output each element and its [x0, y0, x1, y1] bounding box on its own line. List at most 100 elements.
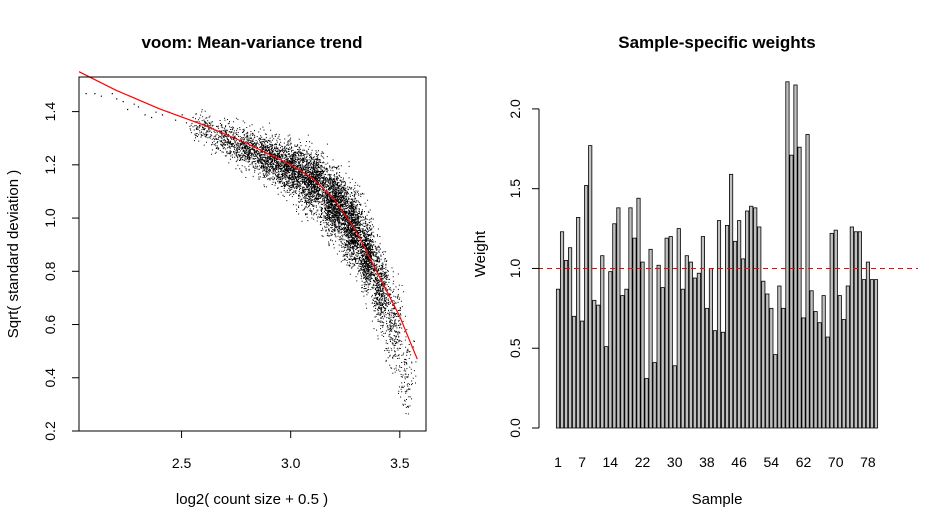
- weights-x-tick-label: 7: [578, 454, 586, 470]
- weight-bar: [644, 378, 649, 429]
- voom-x-tick-label: 3.5: [390, 455, 410, 471]
- weight-bar: [849, 226, 854, 429]
- voom-x-axis-label: log2( count size + 0.5 ): [176, 491, 328, 508]
- weights-title: Sample-specific weights: [618, 33, 815, 52]
- weight-bar: [817, 322, 822, 429]
- weight-bar: [555, 288, 561, 429]
- weight-bar: [660, 287, 665, 429]
- weights-y-tick-label: 0.0: [507, 418, 523, 438]
- voom-y-tick-label: 0.6: [42, 315, 58, 335]
- weights-y-tick-label: 1.0: [507, 259, 523, 279]
- weight-bar: [765, 293, 770, 429]
- weight-bar: [853, 231, 858, 429]
- voom-point-cloud: [85, 93, 417, 415]
- weights-x-axis: 1 7 14 22 30 38 46 54 62 70 78: [554, 454, 876, 470]
- weight-bar: [584, 185, 589, 429]
- voom-y-tick-label: 1.4: [42, 102, 58, 122]
- weights-x-tick-label: 70: [828, 454, 844, 470]
- voom-y-tick-label: 0.4: [42, 368, 58, 388]
- weight-bar: [600, 255, 605, 429]
- weight-bar: [753, 207, 758, 429]
- weight-bar: [821, 295, 826, 429]
- weight-bar: [608, 271, 613, 429]
- voom-trend-line: [78, 71, 418, 360]
- weight-bar: [656, 264, 661, 429]
- weight-bar: [668, 236, 673, 429]
- weight-bar: [628, 207, 633, 429]
- weight-bar: [785, 81, 790, 429]
- weight-bar: [712, 330, 718, 429]
- voom-x-tick-label: 3.0: [281, 455, 301, 471]
- voom-y-tick-label: 1.0: [42, 208, 58, 228]
- weight-bar: [636, 197, 641, 429]
- weight-bar: [716, 220, 722, 429]
- weights-x-tick-label: 1: [554, 454, 562, 470]
- weight-bar: [620, 295, 625, 429]
- weight-bar: [604, 346, 609, 429]
- weights-x-tick-label: 78: [860, 454, 876, 470]
- voom-points: [85, 93, 417, 415]
- voom-y-tick-label: 0.2: [42, 421, 58, 441]
- weights-bars: [555, 81, 879, 429]
- weight-bar: [592, 299, 597, 429]
- weight-bar: [624, 288, 629, 429]
- weight-bar: [809, 290, 814, 429]
- weight-bar: [588, 145, 593, 429]
- weight-bar: [664, 237, 669, 429]
- weight-bar: [596, 304, 601, 429]
- weight-bar: [640, 261, 645, 429]
- weight-bar: [708, 268, 714, 429]
- weight-bar: [704, 307, 709, 429]
- weight-bar: [837, 295, 842, 429]
- weight-bar: [688, 261, 693, 429]
- weight-bar: [825, 336, 830, 429]
- weight-bar: [805, 134, 810, 429]
- voom-y-axis-label: Sqrt( standard deviation ): [5, 170, 22, 338]
- weight-bar: [833, 229, 838, 429]
- weight-bar: [616, 207, 621, 429]
- weight-bar: [733, 240, 738, 429]
- weight-bar: [564, 260, 569, 429]
- weights-y-axis: 0.0 0.5 1.0 1.5 2.0: [507, 99, 540, 438]
- weight-bar: [737, 220, 742, 429]
- weight-bar: [769, 307, 774, 429]
- weight-bar: [749, 205, 754, 429]
- weight-bar: [720, 331, 726, 429]
- weight-bar: [568, 247, 573, 429]
- voom-y-tick-label: 0.8: [42, 261, 58, 281]
- weight-bar: [725, 224, 730, 429]
- weights-x-axis-label: Sample: [692, 491, 743, 508]
- weights-y-tick-label: 2.0: [507, 99, 523, 119]
- weight-bar: [873, 279, 879, 429]
- weight-bar: [680, 288, 685, 429]
- weight-bar: [559, 231, 565, 429]
- weight-bar: [696, 272, 701, 429]
- weight-bar: [684, 255, 689, 429]
- weights-x-tick-label: 38: [699, 454, 715, 470]
- weight-bar: [741, 258, 746, 429]
- weight-bar: [700, 236, 705, 429]
- weight-bar: [580, 320, 585, 429]
- weight-bar: [793, 84, 798, 429]
- weight-bar: [729, 173, 734, 429]
- weight-bar: [781, 307, 786, 429]
- weight-bar: [652, 362, 657, 429]
- weights-panel: Sample-specific weights 1 7 14 22 30 38 46 54 62…: [472, 33, 918, 508]
- voom-plot-frame: [78, 76, 427, 432]
- weights-x-tick-label: 22: [635, 454, 651, 470]
- weight-bar: [757, 226, 762, 429]
- weights-x-tick-label: 62: [796, 454, 812, 470]
- weight-bar: [692, 277, 697, 429]
- weight-bar: [576, 216, 581, 429]
- voom-x-tick-label: 2.5: [172, 455, 192, 471]
- weights-y-tick-label: 1.5: [507, 179, 523, 199]
- weight-bar: [572, 315, 577, 429]
- weights-y-tick-label: 0.5: [507, 338, 523, 358]
- weight-bar: [612, 223, 617, 429]
- weight-bar: [797, 146, 802, 429]
- voom-panel: voom: Mean-variance trend 2.5 3.0 3.5 0.20…: [5, 33, 427, 508]
- weight-bar: [761, 280, 766, 429]
- weight-bar: [789, 154, 794, 429]
- weight-bar: [857, 231, 862, 429]
